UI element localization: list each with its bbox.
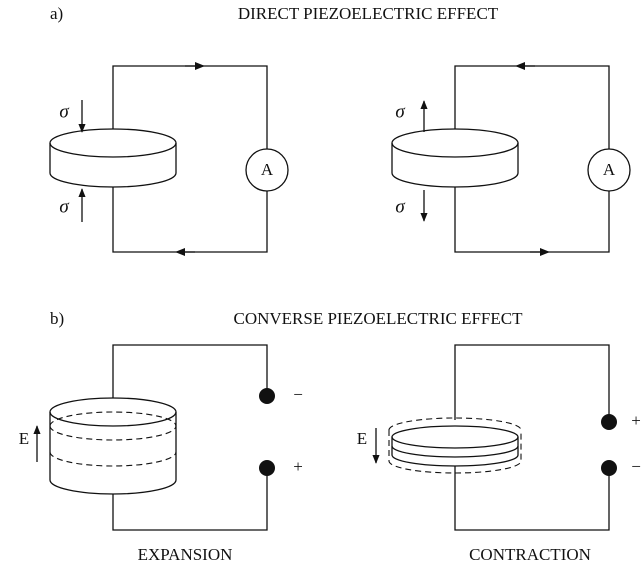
wire — [112, 344, 268, 398]
disk-side — [391, 143, 519, 188]
terminal — [259, 460, 275, 476]
original-outline — [49, 411, 177, 427]
circuit: A σ σ — [391, 62, 631, 256]
terminal — [601, 414, 617, 430]
wire — [112, 468, 268, 531]
stress-label: σ — [59, 196, 69, 217]
circuit: − + E EXPANSION — [19, 344, 303, 564]
field-label: E — [357, 429, 367, 448]
cylinder-top — [49, 397, 177, 427]
disk-top — [49, 128, 177, 158]
circuit: A σ σ — [49, 62, 289, 256]
polarity: + — [293, 457, 303, 476]
field-label: E — [19, 429, 29, 448]
ammeter-label: A — [261, 160, 274, 179]
original-outline — [49, 425, 177, 441]
stress-label: σ — [395, 101, 405, 122]
polarity: − — [631, 457, 641, 476]
ammeter — [587, 148, 631, 192]
stress-label: σ — [59, 101, 69, 122]
original-outline — [49, 451, 177, 467]
panel-letter: a) — [50, 4, 63, 23]
disk-side — [391, 437, 519, 467]
disk-top — [391, 128, 519, 158]
ammeter — [245, 148, 289, 192]
polarity: + — [631, 411, 641, 430]
circuit: + − E CONTRACTION — [357, 344, 641, 564]
cylinder-side — [49, 412, 177, 495]
caption: EXPANSION — [138, 545, 233, 564]
wire — [112, 65, 268, 149]
panel-title: DIRECT PIEZOELECTRIC EFFECT — [238, 4, 499, 23]
wire — [454, 344, 610, 422]
original-outline — [388, 430, 522, 474]
disk-top — [391, 425, 519, 449]
disk-side — [49, 143, 177, 188]
wire — [454, 466, 610, 531]
ammeter-label: A — [603, 160, 616, 179]
wire — [112, 187, 268, 253]
terminal — [601, 460, 617, 476]
stress-label: σ — [395, 196, 405, 217]
polarity: − — [293, 385, 303, 404]
wire — [454, 65, 610, 149]
caption: CONTRACTION — [469, 545, 591, 564]
disk-edge — [391, 445, 519, 458]
panel-letter: b) — [50, 309, 64, 328]
panel-title: CONVERSE PIEZOELECTRIC EFFECT — [233, 309, 523, 328]
wire — [454, 187, 610, 253]
terminal — [259, 388, 275, 404]
